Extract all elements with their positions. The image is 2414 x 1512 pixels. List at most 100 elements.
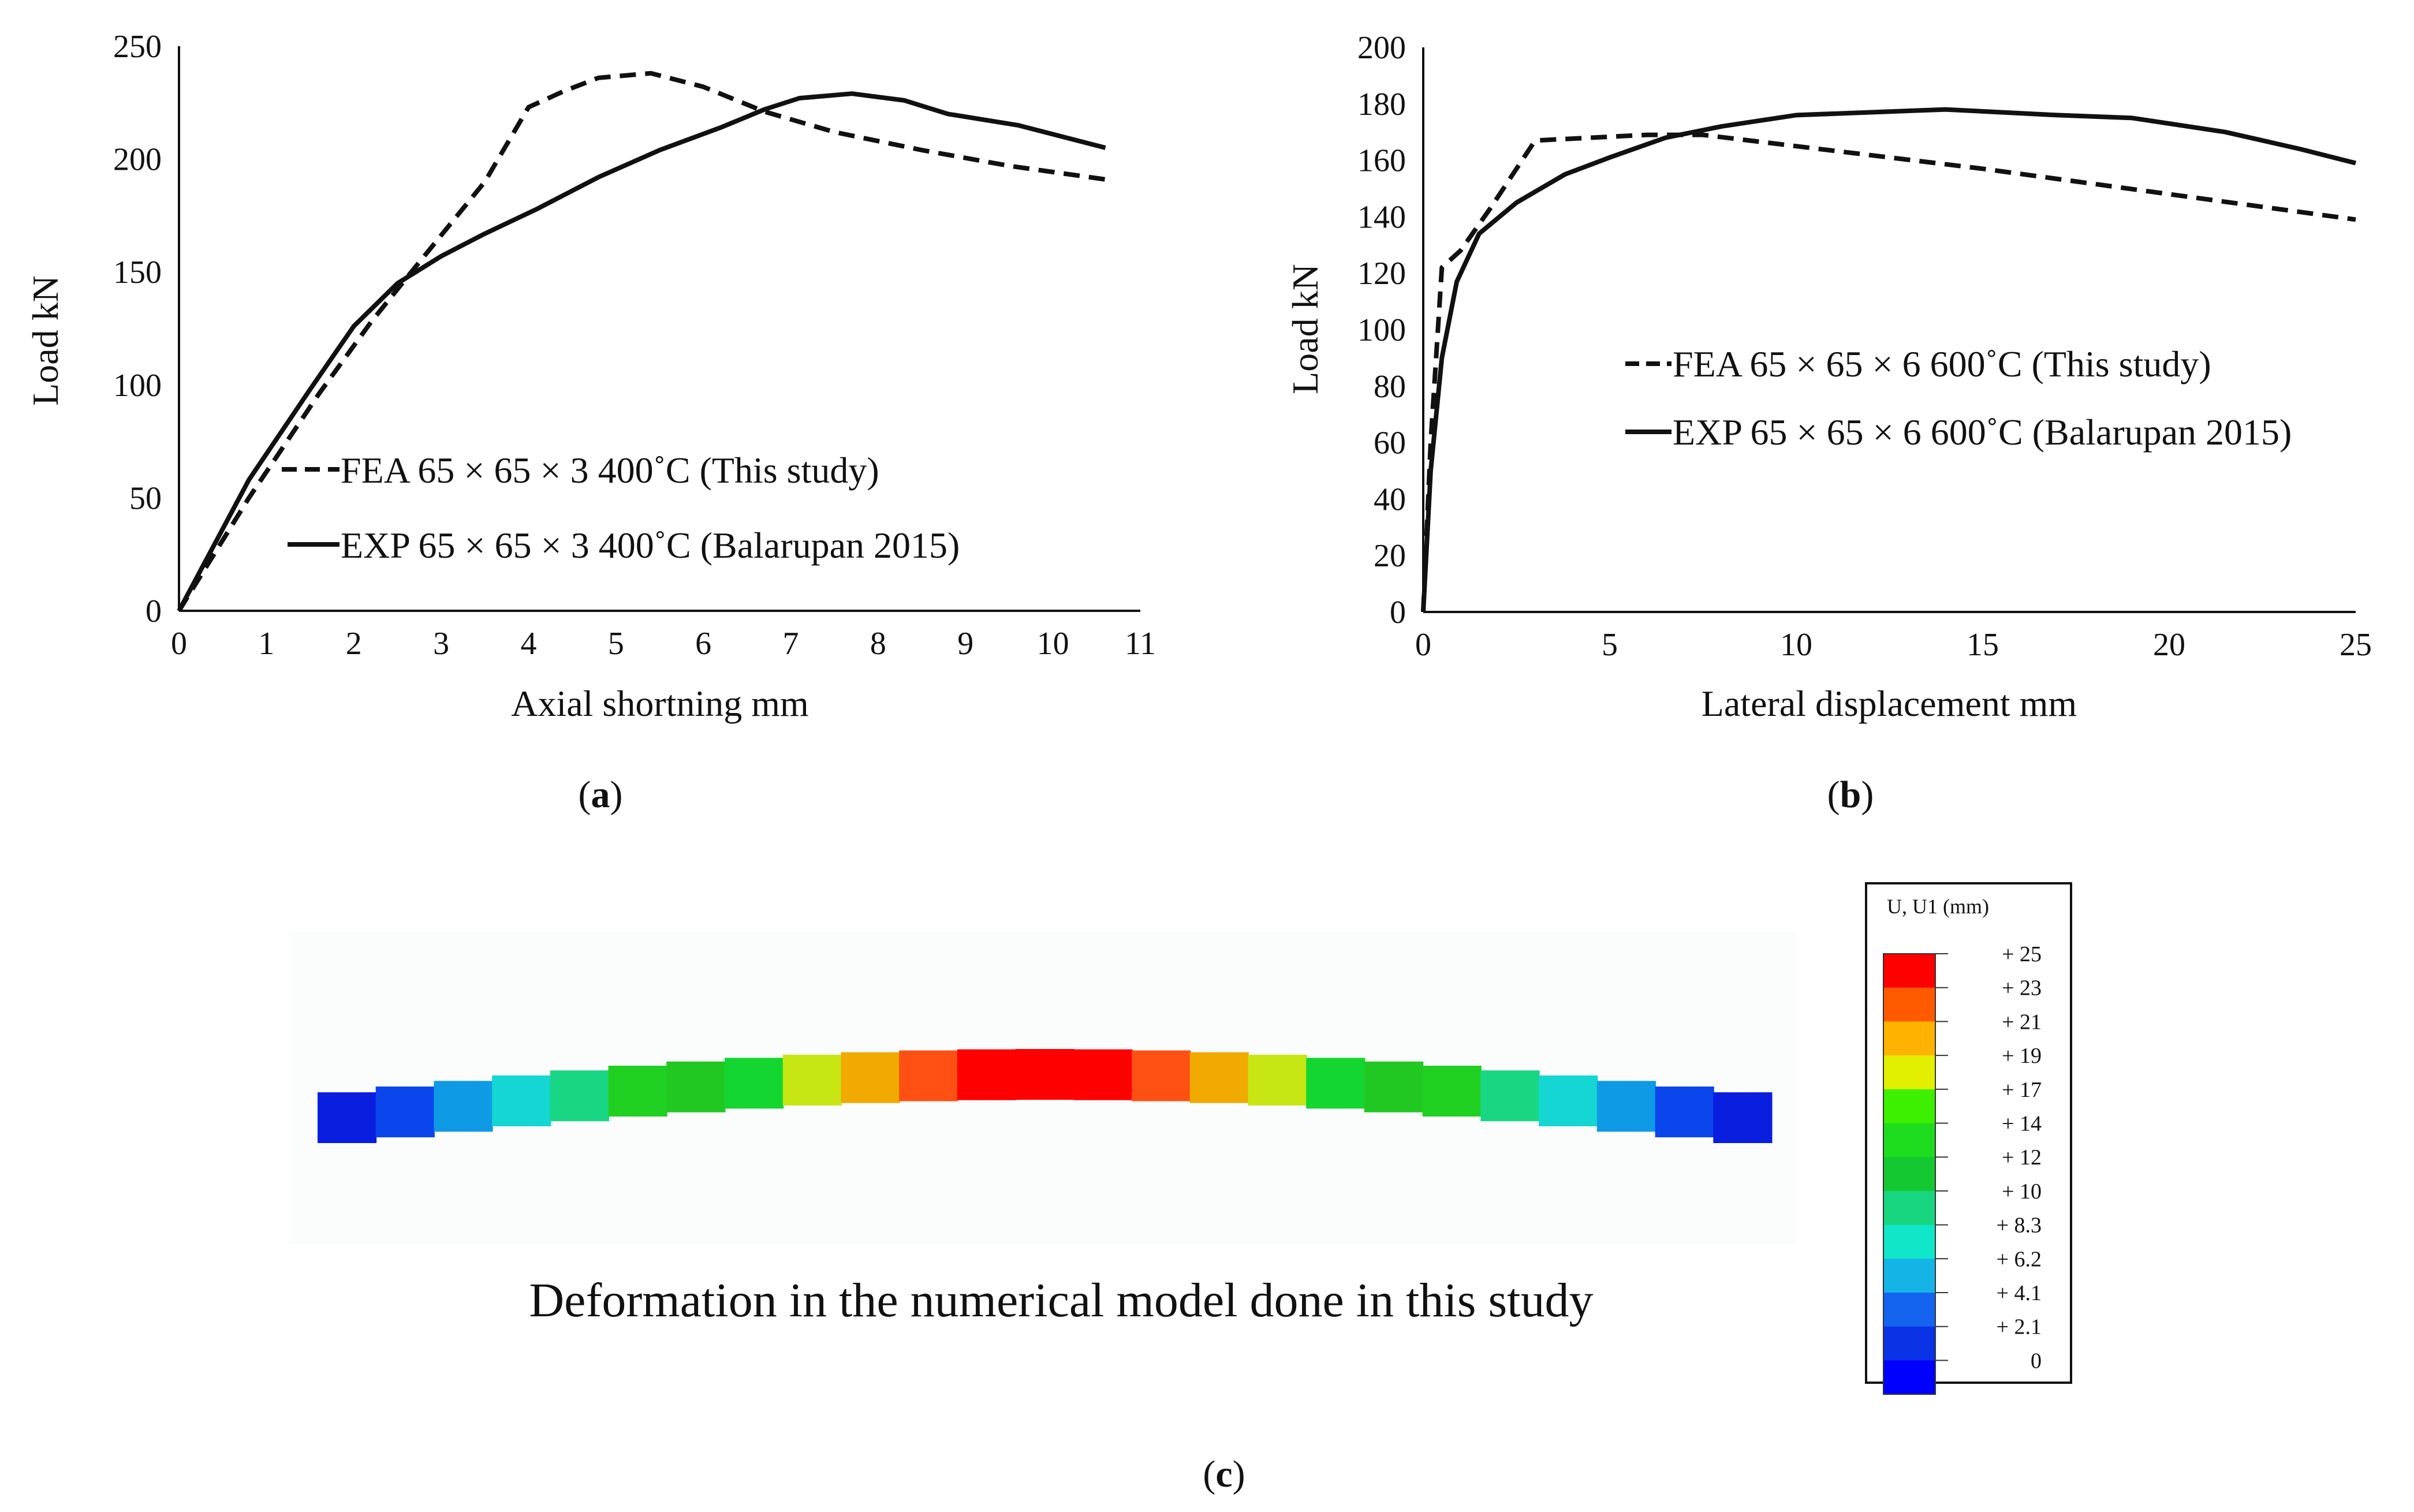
chart-a-series-exp-line xyxy=(177,91,1106,612)
chart-a-y-tick-label: 200 xyxy=(113,142,162,178)
chart-a-x-tick-label: 10 xyxy=(1037,626,1069,662)
colorbar-swatch xyxy=(1883,1089,1935,1124)
colorbar-label: + 21 xyxy=(2002,1010,2042,1034)
chart-b-y-tick-label: 20 xyxy=(1374,538,1406,574)
panel-c-label: (c) xyxy=(1203,1453,1245,1495)
beam-segment xyxy=(1422,1066,1482,1117)
colorbar-swatch xyxy=(1883,954,1935,988)
chart-a-x-tick-label: 7 xyxy=(783,626,799,662)
chart-a-x-tick-label: 5 xyxy=(608,626,624,662)
beam-segment xyxy=(899,1050,958,1102)
beam-segment xyxy=(1073,1049,1133,1100)
colorbar-label: 0 xyxy=(2031,1349,2042,1373)
chart-a-x-tick-label: 9 xyxy=(957,626,973,662)
colorbar-legend: U, U1 (mm) + 25+ 23+ 21+ 19+ 17+ 14+ 12+… xyxy=(1865,882,2072,1395)
chart-b-x-tick-label: 0 xyxy=(1415,627,1431,663)
colorbar-label: + 10 xyxy=(2002,1179,2042,1204)
chart-b-y-tick-label: 60 xyxy=(1374,425,1406,461)
chart-a-x-tick-label: 11 xyxy=(1125,626,1156,662)
beam-segment xyxy=(841,1052,900,1103)
chart-b-x-tick-label: 25 xyxy=(2340,627,2372,663)
chart-b-panel-label: (b) xyxy=(1827,774,1874,816)
chart-a-y-tick-label: 250 xyxy=(113,29,162,65)
chart-b-legend: FEA 65 × 65 × 6 600˚C (This study) EXP 6… xyxy=(1625,344,2292,453)
chart-b-y-tick-label: 180 xyxy=(1357,87,1406,122)
chart-a-x-label: Axial shortning mm xyxy=(511,683,809,724)
chart-a-y-label: Load kN xyxy=(25,275,66,406)
chart-a-x-tick-label: 3 xyxy=(433,626,449,662)
colorbar-label: + 2.1 xyxy=(1997,1315,2042,1339)
chart-a-x-tick-label: 0 xyxy=(171,626,187,662)
chart-b-y-tick-label: 40 xyxy=(1374,481,1406,517)
chart-b-x-ticks: 0 5 10 15 20 25 xyxy=(1415,627,2372,663)
colorbar-label: + 25 xyxy=(2002,942,2042,966)
chart-b-legend-exp: EXP 65 × 65 × 6 600˚C (Balarupan 2015) xyxy=(1673,412,2292,453)
chart-a-panel-letter: a xyxy=(591,774,610,816)
chart-b: 0 20 40 60 80 100 120 140 160 180 200 0 5 10 15 20 25 L… xyxy=(1285,30,2372,816)
colorbar: + 25 + 23 + 21 + 19 + 17 + 14 + 12 + 10 + 8.3 + 6… xyxy=(1883,942,2042,1395)
model-caption: Deformation in the numerical model done … xyxy=(529,1274,1594,1327)
beam-segment xyxy=(782,1054,842,1106)
chart-b-x-tick-label: 20 xyxy=(2153,627,2185,663)
beam-segment xyxy=(1132,1050,1191,1102)
beam-segment xyxy=(666,1061,726,1112)
chart-b-legend-fea: FEA 65 × 65 × 6 600˚C (This study) xyxy=(1673,344,2211,384)
chart-a-legend-exp: EXP 65 × 65 × 3 400˚C (Balarupan 2015) xyxy=(341,525,960,566)
chart-a-x-tick-label: 1 xyxy=(258,626,274,662)
chart-a-y-tick-label: 100 xyxy=(113,368,162,404)
colorbar-label: + 4.1 xyxy=(1997,1281,2042,1305)
chart-b-y-ticks: 0 20 40 60 80 100 120 140 160 180 200 xyxy=(1357,30,1406,630)
beam-segment xyxy=(957,1049,1017,1100)
chart-a-series-fea-line xyxy=(177,70,1106,613)
chart-a-legend: FEA 65 × 65 × 3 400˚C (This study) EXP 6… xyxy=(282,450,960,566)
beam-segment xyxy=(1480,1070,1540,1122)
chart-b-y-tick-label: 200 xyxy=(1357,30,1406,66)
colorbar-title: U, U1 (mm) xyxy=(1887,895,1989,918)
beam-segment xyxy=(434,1081,493,1132)
chart-b-x-label: Lateral displacement mm xyxy=(1702,683,2077,724)
panel-c: Deformation in the numerical model done … xyxy=(289,882,2072,1495)
colorbar-swatch xyxy=(1883,1157,1935,1192)
beam-segment xyxy=(1713,1092,1773,1143)
beam-segment xyxy=(492,1075,551,1126)
chart-b-series-fea-line xyxy=(1421,132,2356,613)
colorbar-swatch xyxy=(1883,1293,1935,1327)
chart-b-y-label: Load kN xyxy=(1285,264,1326,394)
chart-a: 0 50 100 150 200 250 0 1 2 3 4 5 6 7 8 9 10 11 Axial sho… xyxy=(25,29,1156,816)
colorbar-label: + 6.2 xyxy=(1997,1247,2042,1271)
beam-segment xyxy=(608,1066,667,1117)
colorbar-swatch xyxy=(1883,1360,1935,1395)
beam-segment xyxy=(725,1058,784,1109)
colorbar-label: + 12 xyxy=(2002,1145,2042,1170)
chart-b-y-tick-label: 0 xyxy=(1390,595,1406,630)
beam-segment xyxy=(318,1092,377,1143)
chart-a-y-tick-label: 50 xyxy=(129,480,162,516)
colorbar-label: + 14 xyxy=(2002,1112,2042,1136)
colorbar-label: + 19 xyxy=(2002,1044,2042,1068)
colorbar-label: + 23 xyxy=(2002,976,2042,1000)
beam-segment xyxy=(550,1070,610,1122)
chart-a-x-tick-label: 6 xyxy=(695,626,711,662)
chart-b-y-tick-label: 80 xyxy=(1374,369,1406,405)
chart-a-x-tick-label: 2 xyxy=(346,626,362,662)
colorbar-swatch xyxy=(1883,987,1935,1022)
chart-b-series xyxy=(1421,107,2356,613)
chart-a-y-tick-label: 150 xyxy=(113,255,162,290)
beam-segment xyxy=(1596,1081,1656,1132)
chart-a-x-ticks: 0 1 2 3 4 5 6 7 8 9 10 11 xyxy=(171,626,1156,662)
beam-segment xyxy=(1364,1061,1424,1112)
chart-a-y-ticks: 0 50 100 150 200 250 xyxy=(113,29,162,629)
chart-b-series-exp-line xyxy=(1421,107,2356,613)
chart-a-x-tick-label: 4 xyxy=(520,626,536,662)
colorbar-swatch xyxy=(1883,1055,1935,1090)
colorbar-label: + 17 xyxy=(2002,1078,2042,1102)
chart-b-y-tick-label: 160 xyxy=(1357,143,1406,179)
chart-b-panel-letter: b xyxy=(1840,774,1861,816)
colorbar-label: + 8.3 xyxy=(1997,1214,2042,1238)
chart-b-x-tick-label: 15 xyxy=(1967,627,1999,663)
chart-b-y-tick-label: 140 xyxy=(1357,199,1406,235)
chart-a-legend-fea: FEA 65 × 65 × 3 400˚C (This study) xyxy=(341,450,879,491)
colorbar-outline xyxy=(1883,953,1936,1395)
deformed-beam xyxy=(318,1049,1773,1143)
